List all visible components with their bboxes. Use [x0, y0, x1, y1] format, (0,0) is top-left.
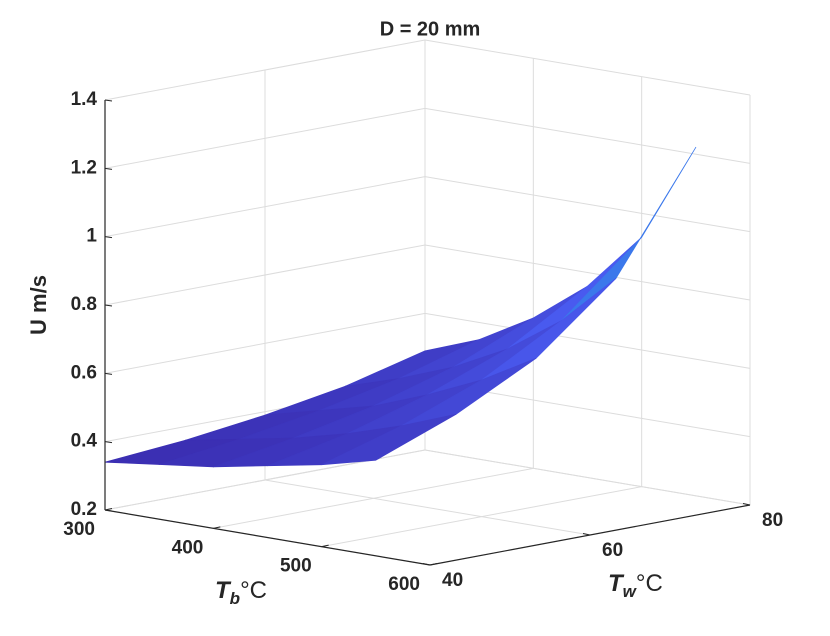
grid-line: [424, 39, 751, 96]
y-tick-label: 80: [762, 510, 783, 531]
x-axis-label: Tb°C: [215, 577, 267, 608]
tick-mark: [321, 544, 329, 548]
y-label-subscript: w: [623, 582, 638, 601]
y-tick-label: 40: [442, 570, 463, 591]
surface: [104, 146, 697, 468]
grid-line: [424, 176, 751, 233]
tick-mark: [104, 304, 113, 307]
grid-line: [424, 449, 751, 506]
x-tick-label: 400: [172, 537, 204, 558]
axes: 0.2 0.4 0.6 0.8 1 1.2 1.4 300 400 500 600 40 60 80: [63, 89, 783, 595]
surface-patch: [321, 414, 457, 466]
chart-title: D = 20 mm: [380, 18, 481, 40]
grid-line: [424, 312, 751, 369]
z-tick-label: 0.4: [71, 431, 98, 452]
grid-line: [424, 244, 751, 301]
x-tick-label: 500: [280, 556, 312, 577]
tick-mark: [104, 167, 113, 170]
x-tick-label: 300: [63, 519, 95, 540]
grid-line: [424, 107, 751, 164]
x-tick-label: 600: [388, 574, 420, 595]
tick-mark: [213, 526, 221, 529]
tick-mark: [104, 372, 113, 375]
x-label-symbol: T: [215, 577, 232, 604]
y-label-symbol: T: [608, 570, 625, 597]
tick-mark: [429, 563, 438, 566]
tick-mark: [422, 563, 431, 566]
z-tick-label: 0.2: [71, 499, 97, 520]
tick-mark: [104, 99, 113, 102]
x-label-unit: °C: [240, 577, 267, 604]
tick-mark: [104, 441, 113, 444]
grid-line: [264, 479, 591, 536]
z-tick-label: 1: [86, 226, 97, 247]
tick-mark: [104, 508, 113, 511]
tick-mark: [742, 503, 751, 506]
tick-mark: [104, 236, 113, 239]
z-tick-label: 1.4: [71, 89, 98, 110]
x-label-subscript: b: [230, 589, 240, 608]
y-axis-label: Tw°C: [608, 570, 663, 601]
y-label-unit: °C: [636, 570, 663, 597]
y-tick-label: 60: [602, 540, 623, 561]
z-tick-label: 0.8: [71, 294, 97, 315]
z-axis-label: U m/s: [26, 275, 51, 335]
z-tick-label: 1.2: [71, 157, 97, 178]
axis-line: [104, 509, 431, 566]
z-tick-label: 0.6: [71, 362, 97, 383]
tick-mark: [582, 533, 591, 536]
